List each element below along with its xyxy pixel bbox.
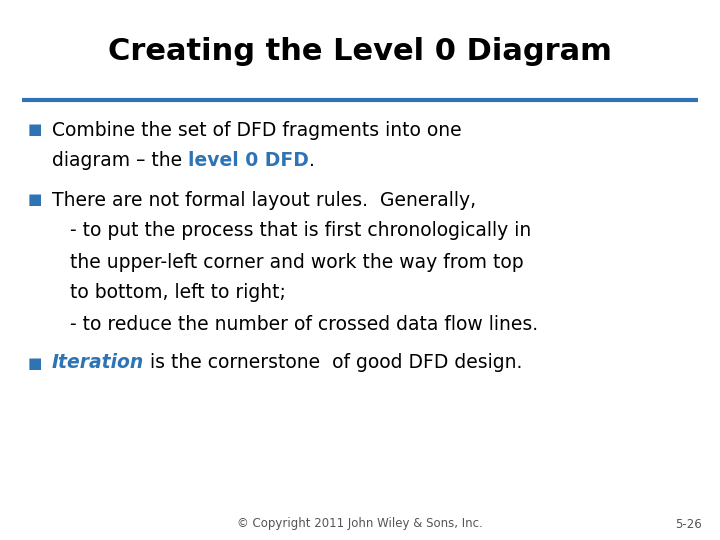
Text: There are not formal layout rules.  Generally,: There are not formal layout rules. Gener… (52, 191, 476, 210)
Text: diagram – the: diagram – the (52, 152, 188, 171)
Text: Creating the Level 0 Diagram: Creating the Level 0 Diagram (108, 37, 612, 66)
Text: level 0 DFD: level 0 DFD (188, 152, 309, 171)
Text: is the cornerstone  of good DFD design.: is the cornerstone of good DFD design. (144, 354, 523, 373)
Text: Combine the set of DFD fragments into one: Combine the set of DFD fragments into on… (52, 120, 462, 139)
Text: .: . (309, 152, 315, 171)
Text: Iteration: Iteration (52, 354, 144, 373)
Text: the upper-left corner and work the way from top: the upper-left corner and work the way f… (52, 253, 523, 272)
Text: - to put the process that is first chronologically in: - to put the process that is first chron… (52, 221, 531, 240)
Text: 5-26: 5-26 (675, 517, 702, 530)
Text: to bottom, left to right;: to bottom, left to right; (52, 284, 286, 302)
Text: ■: ■ (28, 192, 42, 207)
Text: © Copyright 2011 John Wiley & Sons, Inc.: © Copyright 2011 John Wiley & Sons, Inc. (237, 517, 483, 530)
Text: - to reduce the number of crossed data flow lines.: - to reduce the number of crossed data f… (52, 314, 538, 334)
Text: ■: ■ (28, 355, 42, 370)
Text: ■: ■ (28, 123, 42, 138)
